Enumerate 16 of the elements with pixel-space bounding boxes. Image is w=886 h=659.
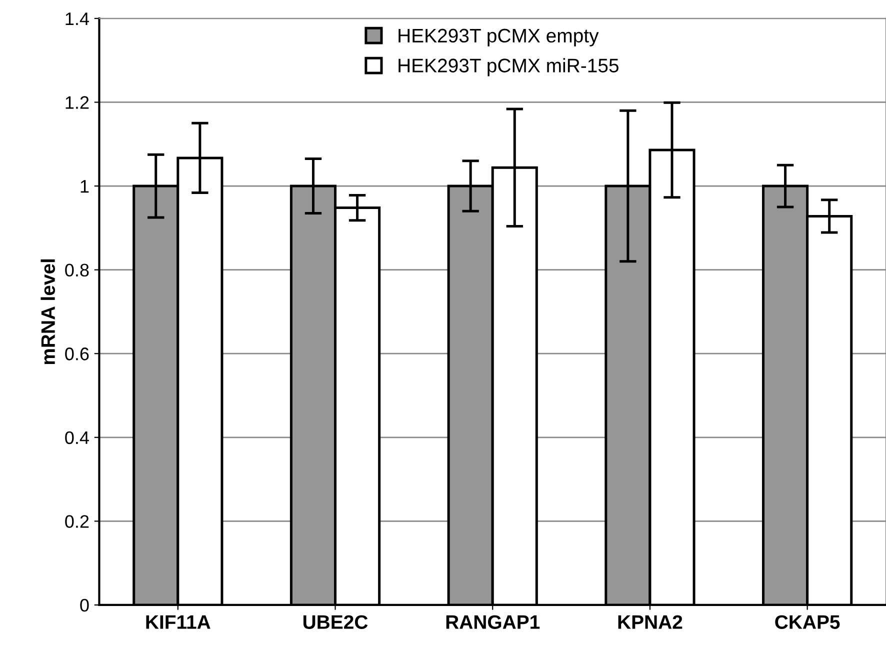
x-tick-label: KPNA2: [618, 615, 682, 629]
y-tick-label: 0.2: [65, 515, 89, 528]
y-tick-label: 0: [80, 598, 89, 612]
y-tick-label: 1.4: [66, 12, 89, 25]
legend-label: HEK293T pCMX miR-155: [398, 58, 618, 76]
y-tick-label: 1: [80, 180, 89, 193]
y-tick-label: 0.8: [65, 264, 89, 277]
x-tick-label: CKAP5: [775, 615, 840, 629]
x-tick-label: RANGAP1: [446, 615, 540, 629]
y-tick-label: 0.6: [65, 348, 89, 360]
x-tick-label: KIF11A: [146, 615, 210, 629]
x-tick-label: UBE2C: [303, 615, 368, 629]
legend-label: HEK293T pCMX empty: [398, 28, 599, 46]
y-tick-label: 1.2: [66, 96, 89, 109]
y-tick-label: 0.4: [65, 431, 89, 444]
y-axis-title: mRNA level: [40, 259, 56, 364]
